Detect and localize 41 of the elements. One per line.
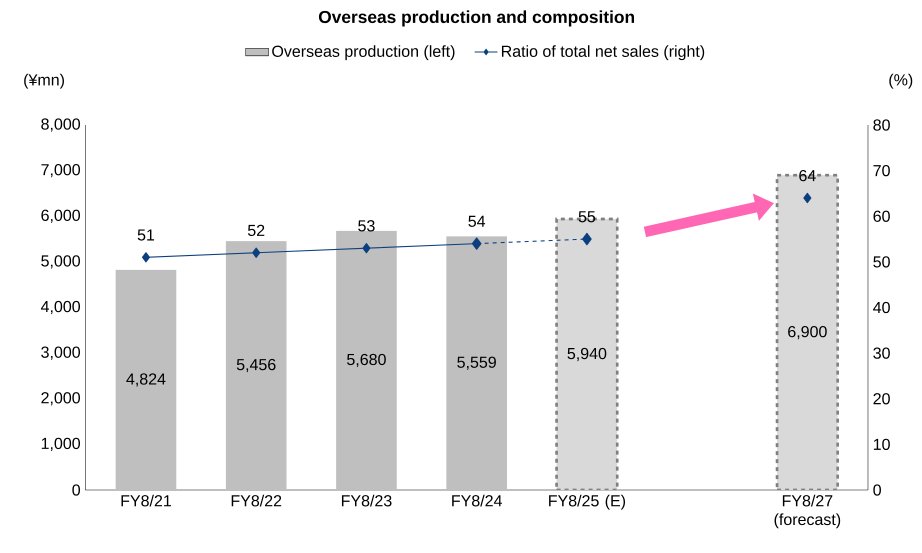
x-tick-label: FY8/22 — [232, 494, 282, 506]
y2-tick-label: 10 — [874, 438, 890, 450]
legend-label: Overseas production (left) — [272, 45, 454, 60]
data-label: 4,824 — [126, 373, 166, 387]
legend-label: Ratio of total net sales (right) — [502, 45, 704, 60]
y2-axis-title: (%) — [889, 74, 912, 89]
x-tick-label: FY8/27 (forecast) — [774, 494, 840, 528]
data-label: 51 — [138, 229, 154, 241]
data-label: 53 — [358, 220, 375, 232]
y2-tick-label: 70 — [874, 164, 890, 176]
y2-tick-label: 50 — [873, 256, 890, 268]
y-tick-label: 6,000 — [41, 210, 80, 223]
data-label: 54 — [468, 216, 486, 227]
chart-title: Overseas production and composition — [318, 10, 634, 27]
y-tick-label: 4,000 — [40, 300, 80, 314]
y2-tick-label: 0 — [873, 484, 881, 496]
x-tick-label: FY8/25 (E) — [549, 494, 626, 510]
y2-tick-label: 40 — [873, 302, 890, 314]
y-axis-title: (¥mn) — [24, 74, 64, 89]
y-tick-label: 7,000 — [41, 164, 80, 178]
data-label: 6,900 — [788, 326, 827, 340]
y-tick-label: 2,000 — [41, 392, 80, 406]
data-label: 55 — [578, 211, 596, 222]
data-label: 5,456 — [236, 358, 276, 372]
data-label: 5,940 — [568, 348, 606, 362]
x-tick-label: FY8/23 — [342, 494, 392, 506]
y-tick-label: 8,000 — [41, 118, 80, 132]
y2-tick-label: 80 — [873, 119, 890, 131]
y-tick-label: 5,000 — [41, 255, 80, 268]
y-tick-label: 1,000 — [42, 438, 80, 451]
y-tick-label: 3,000 — [41, 346, 80, 360]
y2-tick-label: 60 — [874, 210, 890, 222]
data-label: 64 — [799, 170, 816, 182]
data-label: 5,680 — [347, 354, 386, 368]
data-label: 52 — [248, 224, 264, 236]
y-tick-label: 0 — [72, 484, 80, 496]
x-tick-label: FY8/24 — [452, 494, 502, 506]
x-tick-label: FY8/21 — [121, 494, 171, 506]
y2-tick-label: 20 — [873, 393, 890, 404]
data-label: 5,559 — [457, 356, 496, 370]
y2-tick-label: 30 — [873, 347, 890, 359]
